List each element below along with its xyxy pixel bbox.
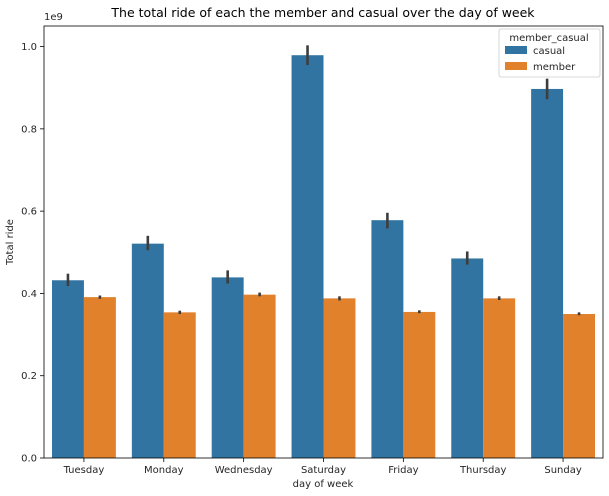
legend-label-casual: casual (533, 46, 565, 57)
y-tick-label: 0.2 (21, 371, 37, 382)
y-tick-label: 0.4 (21, 289, 37, 300)
bar-casual (371, 220, 404, 458)
bar-member (83, 297, 116, 458)
y-tick-label: 0.8 (21, 124, 37, 135)
legend-label-member: member (533, 62, 576, 73)
y-tick-label: 0.0 (21, 454, 37, 465)
x-axis-label: day of week (293, 479, 354, 490)
bar-casual (291, 55, 324, 459)
x-tick-label: Friday (388, 465, 418, 476)
plot-area: 0.0 0.2 0.4 0.6 0.8 1.0 Tuesday Monday Wednesday… (21, 42, 596, 476)
bar-member (563, 314, 596, 458)
legend-swatch-member (505, 62, 527, 70)
legend: member_casual casual member (498, 28, 601, 78)
bar-member (403, 311, 436, 458)
chart-title: The total ride of each the member and ca… (110, 5, 535, 20)
x-tick-label: Wednesday (215, 465, 273, 476)
bar-casual (451, 258, 484, 458)
x-tick-label: Saturday (301, 465, 346, 476)
bar-member (163, 312, 196, 458)
x-tick-label: Thursday (459, 465, 507, 476)
bar-member (483, 298, 516, 458)
y-tick-label: 1.0 (21, 42, 37, 53)
legend-swatch-casual (505, 46, 527, 54)
legend-title: member_casual (509, 33, 588, 44)
plot-frame (43, 25, 604, 459)
bar-casual (131, 243, 164, 458)
bar-casual (51, 280, 84, 458)
y-tick-label: 0.6 (21, 207, 37, 218)
bar-member (323, 298, 356, 458)
bar-member (243, 294, 276, 458)
bar-casual (211, 277, 244, 458)
y-axis-label: Total ride (5, 219, 16, 266)
x-tick-label: Sunday (544, 465, 581, 476)
x-tick-label: Tuesday (63, 465, 105, 476)
bar-casual (531, 88, 564, 458)
x-tick-label: Monday (144, 465, 184, 476)
y-offset-text: 1e9 (44, 12, 63, 23)
